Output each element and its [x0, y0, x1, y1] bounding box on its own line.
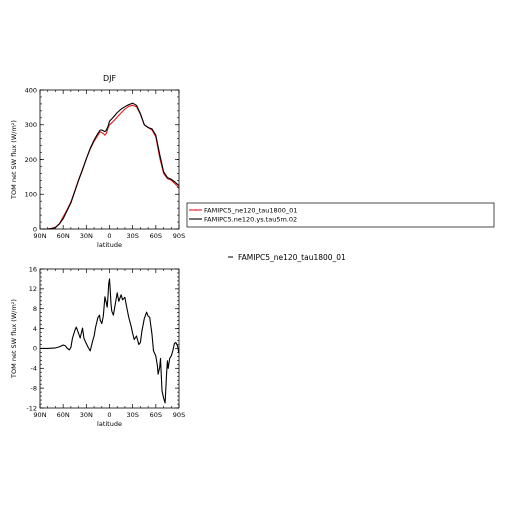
legend-label-bottom: FAMIPC5_ne120_tau1800_01: [238, 253, 346, 262]
series-line-0: [40, 104, 180, 230]
series-line-0: [40, 278, 180, 404]
x-tick-label: 30S: [126, 411, 138, 419]
y-tick-label: 100: [25, 191, 37, 199]
plot-frame: [39, 268, 180, 409]
legend-label-0: FAMIPC5_ne120_tau1800_01: [204, 206, 297, 214]
x-tick-label: 60N: [57, 232, 70, 240]
x-tick-label: 90S: [173, 411, 185, 419]
x-axis-label: latitude: [97, 420, 122, 428]
x-axis-label: latitude: [97, 241, 122, 249]
bottom-legend: FAMIPC5_ne120_tau1800_01: [228, 253, 346, 262]
series-line-1: [40, 102, 180, 230]
chart-title: DJF: [103, 74, 117, 83]
x-tick-label: 90S: [173, 232, 185, 240]
y-tick-label: -8: [31, 384, 37, 392]
y-tick-label: 0: [33, 225, 37, 233]
x-tick-label: 30N: [80, 411, 93, 419]
y-tick-label: 300: [25, 121, 37, 129]
legend-box: [186, 202, 495, 228]
y-tick-label: 12: [29, 285, 37, 293]
legend-marker: [194, 209, 197, 211]
x-tick-label: 60S: [150, 232, 162, 240]
x-tick-label: 0: [107, 411, 111, 419]
x-tick-label: 0: [107, 232, 111, 240]
x-tick-label: 90N: [33, 411, 46, 419]
y-tick-label: 16: [29, 265, 37, 273]
top-legend: FAMIPC5_ne120_tau1800_01FAMIPC5.ne120.ys…: [186, 202, 495, 228]
y-axis-label: TOM net SW flux (W/m²): [10, 299, 18, 379]
y-tick-label: 200: [25, 156, 37, 164]
y-tick-label: 0: [33, 345, 37, 353]
legend-label-1: FAMIPC5.ne120.ys.tau5m.02: [204, 215, 297, 223]
y-axis-label: TOM net SW flux (W/m²): [10, 120, 18, 200]
x-tick-label: 60N: [57, 411, 70, 419]
x-tick-label: 30N: [80, 232, 93, 240]
y-tick-label: -4: [31, 365, 37, 373]
y-tick-label: 400: [25, 86, 37, 94]
y-tick-label: 8: [33, 305, 37, 313]
plot-frame: [39, 89, 180, 230]
y-tick-label: -12: [26, 404, 37, 412]
y-tick-label: 4: [33, 325, 37, 333]
x-tick-label: 60S: [150, 411, 162, 419]
x-tick-label: 90N: [33, 232, 46, 240]
bottom-panel: 90N 60N 30N 0 30S 60S 90S -12 -8 -4 0 4 8 12 16 latitud…: [10, 265, 185, 428]
x-tick-label: 30S: [126, 232, 138, 240]
top-panel: 90N 60N 30N 0 30S 60S 90S 0 100 200 300 400 latitude…: [10, 74, 185, 249]
